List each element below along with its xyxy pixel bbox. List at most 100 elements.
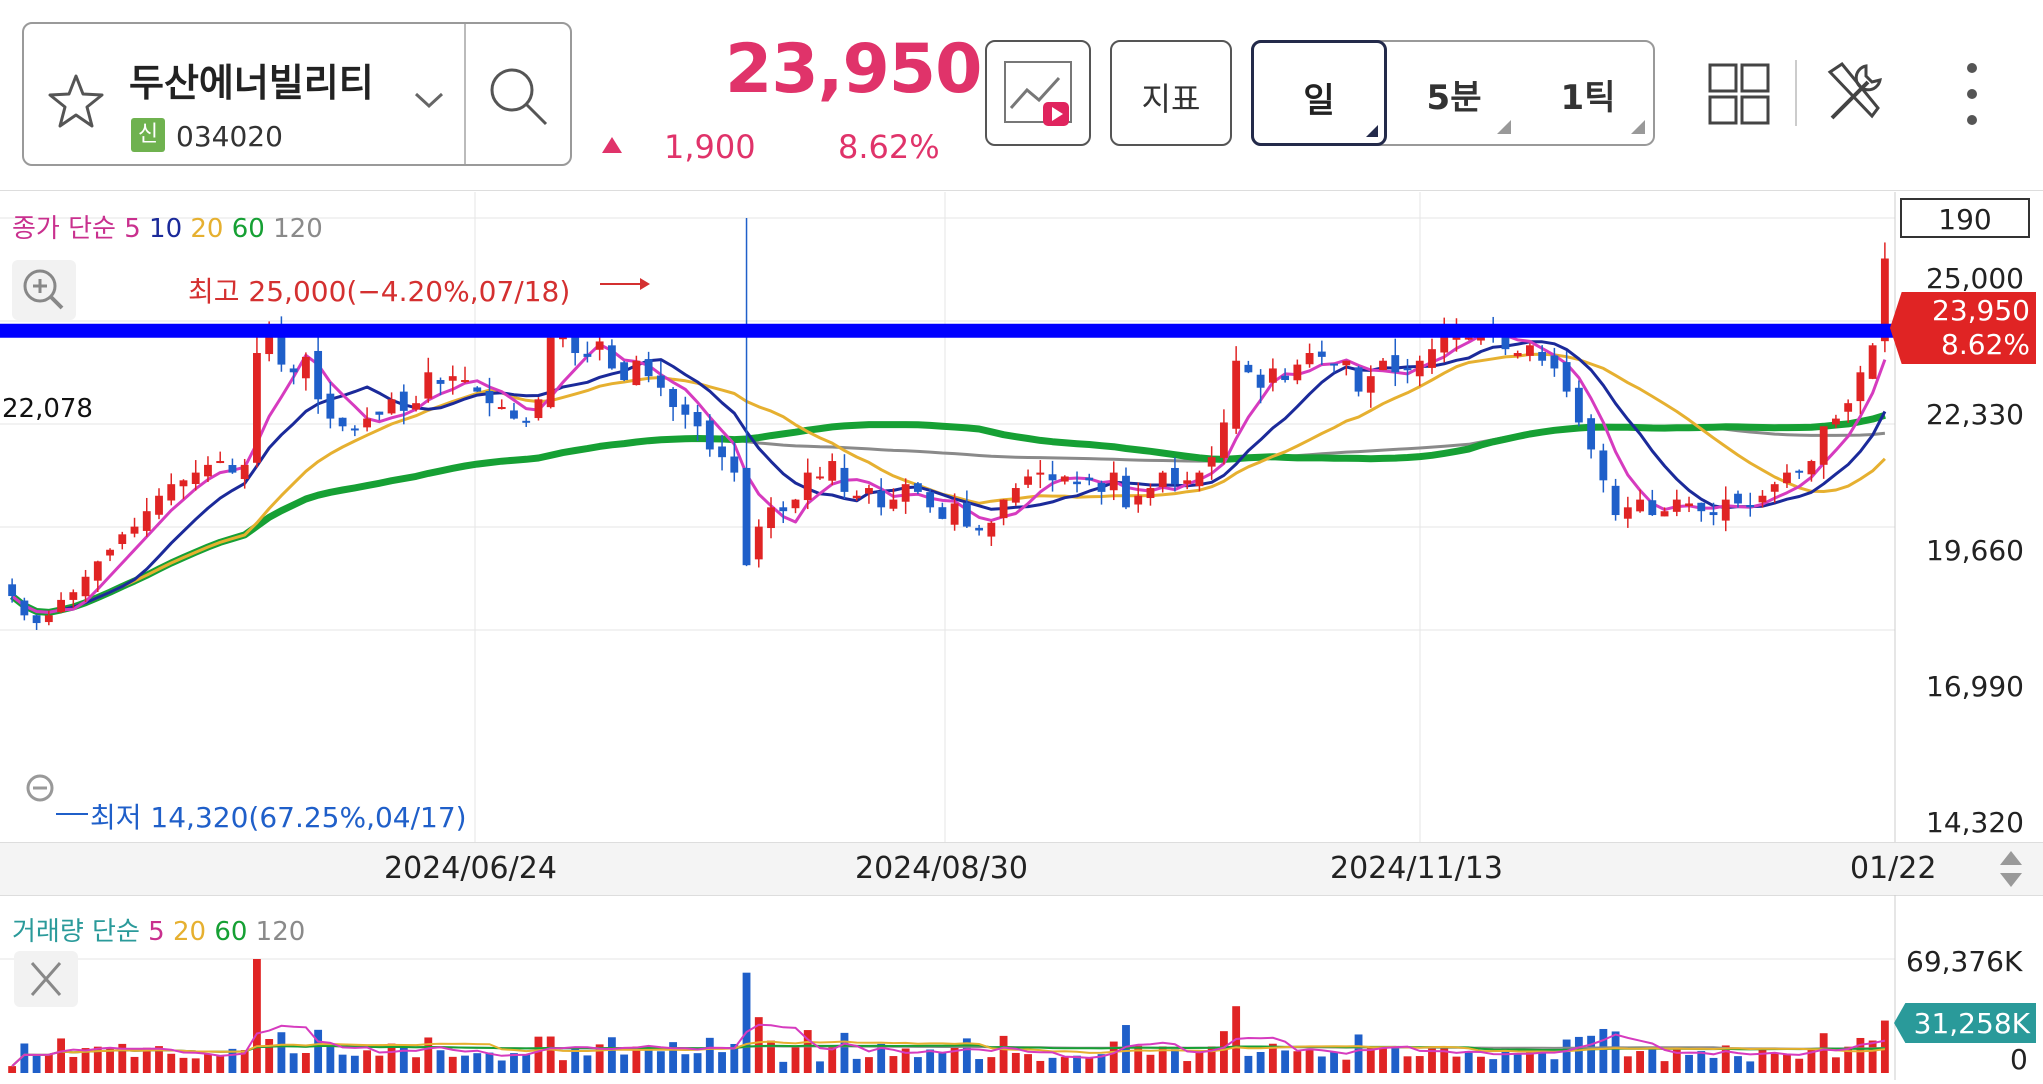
volume-chart-svg[interactable] [0,895,2043,1080]
zoom-in-icon[interactable] [12,260,76,320]
volume-bar [816,1061,824,1073]
volume-bar [1648,1049,1657,1073]
volume-bar [1219,1031,1228,1073]
layout-grid-icon[interactable] [1708,63,1770,129]
favorite-star-icon[interactable] [44,70,108,138]
candle-body [1562,362,1571,392]
volume-bar [1085,1057,1094,1073]
candle-body [1183,480,1192,484]
x-axis[interactable]: 2024/06/24 2024/08/30 2024/11/13 01/22 [0,842,2043,896]
volume-bar [1880,1020,1889,1073]
chart-video-button[interactable] [985,40,1091,146]
x-label-3: 01/22 [1850,851,1937,886]
candle-body [130,526,139,534]
volume-bar [1244,1055,1253,1073]
close-icon[interactable] [14,951,78,1007]
high-arrowhead [640,278,650,290]
volume-bar [253,959,261,1073]
volume-chart[interactable]: 거래량 단순 5 20 60 120 69,376K 31,258K 0 [0,895,2043,1080]
candle-body [228,465,237,473]
candle-body [1366,376,1375,393]
current-price-tag: 23,950 8.62% [1890,292,2036,364]
candle-body [32,615,41,624]
candle-body [1097,482,1106,492]
vol-ma5-label: 5 [148,917,165,947]
ma10-label: 10 [149,214,183,244]
volume-bar [363,1050,372,1073]
zoom-out-icon[interactable] [22,770,62,814]
volume-bar [840,1032,849,1073]
volume-bar [1158,1046,1167,1073]
candle-body [1281,375,1290,381]
scroll-updown-icon[interactable] [1996,847,2026,895]
volume-bar [265,1039,274,1073]
candle-body [1195,472,1204,487]
vol-ma120-label: 120 [255,917,306,947]
volume-bar [204,1053,212,1073]
candle-body [106,549,114,556]
period-day-button[interactable]: 일 [1251,40,1387,146]
volume-bar [1513,1054,1522,1073]
volume-bar [1783,1053,1791,1073]
indicator-button[interactable]: 지표 [1110,40,1232,146]
price-chart-svg[interactable] [0,192,2043,842]
candle-body [387,399,396,414]
volume-bar [1525,1050,1534,1073]
candle-body [20,600,29,616]
volume-bar [277,1032,286,1073]
volume-bar [69,1056,78,1073]
volume-bar [1501,1047,1510,1073]
stock-code: 034020 [176,120,283,153]
volume-bar [571,1047,580,1073]
candle-body [1746,505,1755,508]
vol-ma20-line [11,1040,1886,1067]
volume-bar [852,1058,861,1073]
volume-bar [350,1055,359,1073]
volume-bar [1538,1051,1547,1073]
more-vertical-icon[interactable] [1962,60,1982,132]
candle-body [962,502,971,527]
volume-bar [1024,1054,1032,1073]
candle-body [1305,353,1314,365]
candle-body [424,372,433,399]
candle-body [497,407,506,410]
search-icon[interactable] [484,62,554,136]
candle-body [1868,345,1877,379]
candle-body [118,534,127,544]
price-chart[interactable]: 종가 단순 5 10 20 60 120 최고 25,000(−4.20%,07… [0,192,2043,842]
count-value: 190 [1938,203,1992,236]
volume-bar [1623,1056,1632,1073]
candle-body [705,420,714,450]
candle-body [1317,351,1326,357]
candle-body [8,584,17,597]
candle-body [1171,467,1179,485]
candle-body [730,456,739,473]
candle-body [546,337,555,408]
vol-current-value: 31,258K [1913,1007,2030,1040]
candle-body [1770,484,1779,492]
candle-body [448,376,457,381]
stock-selector[interactable]: 두산에너빌리티 신 034020 [22,22,572,166]
period-5min-button[interactable]: 5분 [1387,42,1521,144]
volume-bar [228,1048,237,1073]
volume-bar [93,1046,102,1073]
candle-body [1513,353,1522,357]
candle-body [1525,345,1534,356]
candle-body [289,368,298,373]
candle-body [999,499,1008,519]
volume-bar [681,1054,690,1073]
period-tick-button[interactable]: 1틱 [1521,42,1655,144]
y-tick-2: 19,660 [1926,534,2024,567]
volume-bar [20,1043,29,1073]
candle-body [1648,500,1657,516]
indicator-label: 지표 [1141,80,1201,118]
stock-name: 두산에너빌리티 [129,61,374,105]
count-box[interactable]: 190 [1900,198,2030,238]
candle-body [57,599,65,613]
volume-bar [485,1052,494,1073]
candle-body [412,403,420,410]
tools-icon[interactable] [1822,60,1888,130]
volume-bar [620,1054,629,1073]
chevron-down-icon[interactable] [412,88,446,116]
candle-body [1146,488,1155,499]
